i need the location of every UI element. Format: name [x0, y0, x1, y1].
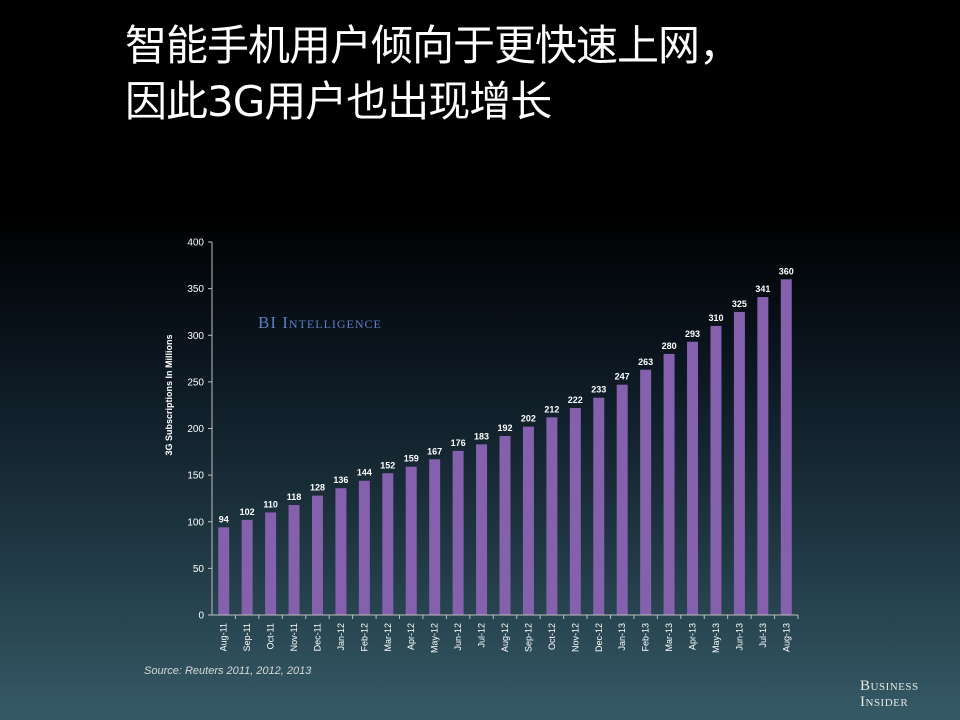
bar-value-label: 341	[755, 284, 770, 294]
x-tick-label: Jul-13	[758, 623, 768, 648]
bar-value-label: 310	[708, 313, 723, 323]
x-tick-label: Jan-12	[336, 623, 346, 651]
x-tick-label: Mar-12	[383, 623, 393, 652]
bar-value-label: 293	[685, 329, 700, 339]
bar	[265, 512, 277, 615]
bar	[288, 504, 300, 615]
logo-line-2: Insider	[860, 694, 909, 710]
bar	[663, 353, 675, 615]
bar-value-label: 110	[263, 499, 278, 509]
logo-line-1: Business	[860, 678, 919, 694]
bar	[405, 466, 417, 615]
bar	[311, 495, 323, 615]
x-tick-label: Apr-13	[688, 623, 698, 650]
x-tick-label: Aug-13	[781, 623, 791, 652]
x-tick-label: Apr-12	[406, 623, 416, 650]
y-tick-label: 0	[198, 611, 204, 622]
bar-value-label: 102	[240, 507, 255, 517]
x-tick-label: Dec-11	[312, 623, 322, 651]
x-axis: Aug-11 Sep-11 Oct-11 Nov-11 Dec-11 Jan-12 Feb-…	[212, 614, 799, 653]
x-tick-label: Aug-12	[500, 623, 510, 652]
bar	[710, 325, 722, 615]
chart-source: Source: Reuters 2011, 2012, 2013	[144, 665, 312, 677]
x-tick-label: May-13	[711, 623, 721, 653]
bar-value-label: 183	[474, 431, 489, 441]
y-tick-label: 200	[187, 424, 204, 435]
bar-value-label: 167	[427, 446, 442, 456]
bar	[218, 527, 230, 615]
bar-value-label: 94	[219, 514, 229, 524]
bar-value-label: 144	[357, 468, 372, 478]
bar	[452, 450, 464, 615]
bar	[241, 519, 253, 615]
x-tick-label: Nov-11	[289, 623, 299, 651]
bi-intelligence-label: BI Intelligence	[258, 313, 382, 332]
x-tick-label: Mar-13	[664, 623, 674, 652]
bar-value-label: 263	[638, 357, 653, 367]
x-tick-label: Sep-12	[523, 623, 533, 652]
y-axis: 0 50 100 150 200 250 300 350 400	[187, 238, 213, 622]
y-tick-label: 350	[187, 284, 204, 295]
bar	[499, 435, 511, 615]
y-axis-title: 3G Subscriptions In Millions	[164, 334, 174, 455]
y-tick-label: 150	[187, 471, 204, 482]
bar	[569, 407, 581, 615]
x-tick-label: Feb-12	[359, 623, 369, 652]
bar-value-label: 222	[568, 395, 583, 405]
bars	[218, 279, 792, 615]
bar-value-label: 192	[497, 423, 512, 433]
bar-value-label: 152	[380, 460, 395, 470]
bar-value-label: 159	[404, 454, 419, 464]
bar-value-label: 247	[615, 372, 630, 382]
bar	[780, 279, 792, 615]
x-tick-label: Aug-11	[219, 623, 229, 651]
x-tick-label: May-12	[430, 623, 440, 653]
x-tick-label: Jun-12	[453, 623, 463, 651]
data-labels: 94 102 110 118 128 136 144 152 159 167 176 183 192 20…	[219, 266, 794, 524]
bar	[616, 384, 628, 615]
bar	[640, 369, 652, 615]
slide-title-line-1: 智能手机用户倾向于更快速上网，	[125, 21, 741, 70]
x-tick-label: Nov-12	[570, 623, 580, 652]
bar	[358, 480, 370, 615]
bar	[476, 444, 488, 615]
x-tick-label: Jul-12	[477, 623, 487, 648]
x-tick-label: Feb-13	[641, 623, 651, 652]
bar-value-label: 233	[591, 385, 606, 395]
bar-value-label: 202	[521, 414, 536, 424]
bar	[335, 488, 347, 615]
bar-value-label: 212	[544, 404, 559, 414]
x-tick-label: Oct-12	[547, 623, 557, 650]
slide-title-line-2: 因此3G用户也出现增长	[125, 77, 552, 126]
bar	[593, 397, 605, 615]
bar	[382, 473, 394, 615]
x-tick-label: Oct-11	[266, 623, 276, 649]
y-tick-label: 400	[187, 238, 204, 249]
y-tick-label: 250	[187, 377, 204, 388]
bar-value-label: 280	[662, 341, 677, 351]
bar	[522, 426, 534, 615]
bar-value-label: 360	[779, 266, 794, 276]
bar	[733, 311, 745, 615]
x-tick-label: Dec-12	[594, 623, 604, 652]
bar-value-label: 118	[287, 492, 302, 502]
bar-value-label: 325	[732, 299, 747, 309]
bar-value-label: 136	[333, 475, 348, 485]
bar	[546, 417, 558, 615]
bar-value-label: 176	[451, 438, 466, 448]
bar	[757, 297, 769, 615]
x-tick-label: Sep-11	[242, 623, 252, 651]
y-tick-label: 300	[187, 331, 204, 342]
x-tick-label: Jan-13	[617, 623, 627, 651]
y-tick-label: 100	[187, 517, 204, 528]
y-tick-label: 50	[193, 564, 205, 575]
slide-title: 智能手机用户倾向于更快速上网， 因此3G用户也出现增长	[125, 18, 925, 130]
x-tick-label: Jun-13	[734, 623, 744, 651]
bar	[687, 341, 699, 615]
business-insider-logo: Business Insider	[860, 678, 919, 710]
bar-value-label: 128	[310, 483, 325, 493]
bar	[429, 459, 441, 615]
